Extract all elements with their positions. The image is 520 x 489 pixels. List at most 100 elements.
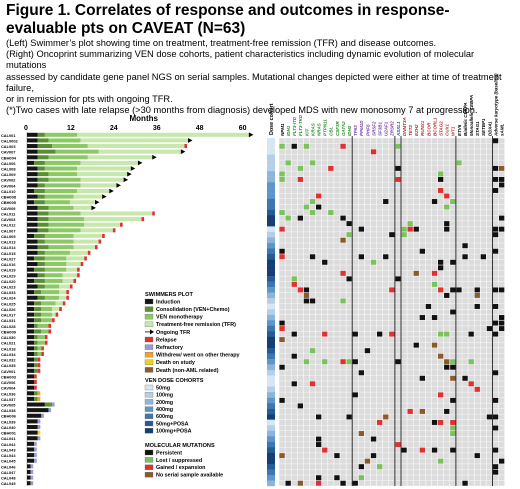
- legend-dose-title: VEN DOSE COHORTS: [145, 378, 204, 384]
- swimmer-outcome-mark: [184, 144, 188, 149]
- gene-header-label: ZRSR2: [390, 121, 395, 137]
- swimmer-bar-segment: [27, 132, 38, 137]
- gene-header-label: KRAS: [310, 123, 315, 136]
- gene-header-label: PPM1D: [359, 120, 364, 136]
- swimmer-bar-segment: [44, 160, 81, 165]
- dose-cohort-cell: [267, 425, 275, 431]
- swimmer-bar-segment: [27, 424, 38, 430]
- patient-id-label: CAL015: [1, 251, 16, 256]
- mutation-cell: [340, 298, 346, 304]
- mutation-cell: [377, 420, 383, 425]
- caption-line: (Right) Oncoprint summarizing VEN dose c…: [6, 49, 475, 71]
- patient-id-label: CAV003: [1, 217, 16, 222]
- mutation-cell: [346, 221, 352, 227]
- dose-cohort-cell: [267, 408, 275, 415]
- swimmer-outcome-mark: [30, 475, 34, 480]
- legend-label: Death (non-AML related): [156, 368, 219, 374]
- swimmer-bar-segment: [44, 273, 63, 278]
- mutation-cell: [444, 292, 450, 298]
- mutation-cell: [438, 287, 444, 293]
- mutation-cell: [450, 375, 456, 381]
- legend-label: Ongoing TFR: [156, 330, 190, 336]
- patient-id-label: CAV002: [1, 178, 16, 183]
- swimmer-bar-segment: [34, 312, 42, 317]
- swimmer-bar-segment: [27, 396, 35, 401]
- swimmer-outcome-mark: [34, 374, 37, 379]
- mutation-cell: [462, 243, 468, 249]
- patient-id-label: CAL018: [1, 346, 16, 351]
- swimmer-bar-segment: [37, 217, 49, 222]
- swimmer-bar-segment: [27, 374, 35, 379]
- mutation-cell: [450, 199, 456, 204]
- dose-cohort-cell: [267, 331, 275, 338]
- swimmer-bar-segment: [27, 340, 35, 345]
- dose-cohort-cell: [267, 209, 275, 216]
- mutation-cell: [291, 331, 297, 337]
- mutation-cell: [499, 458, 505, 464]
- dose-cohort-cell: [267, 237, 275, 244]
- swimmer-bar-segment: [41, 312, 53, 317]
- dose-cohort-cell: [267, 270, 275, 277]
- swimmer-bar-segment: [27, 149, 38, 154]
- mutation-cell: [450, 425, 456, 431]
- mutation-cell: [291, 276, 297, 282]
- mutation-cell: [450, 420, 456, 425]
- swimmer-bar-segment: [37, 323, 49, 328]
- mutation-cell: [279, 320, 285, 326]
- mutation-cell: [303, 298, 310, 304]
- ongoing-tfr-arrow: [180, 149, 186, 155]
- mutation-cell: [492, 447, 499, 453]
- legend-label: 50mg: [156, 385, 170, 391]
- patient-id-label: CAL003: [1, 144, 16, 149]
- swimmer-bar-segment: [44, 278, 63, 283]
- mutation-cell: [492, 469, 499, 475]
- mutation-cell: [322, 447, 328, 453]
- swimmer-bar-segment: [59, 284, 70, 289]
- ongoing-tfr-arrow: [137, 160, 143, 166]
- swimmer-bar-segment: [77, 132, 249, 137]
- dose-cohort-cell: [267, 171, 275, 177]
- swimmer-bar-segment: [84, 222, 121, 227]
- swimmer-bar-segment: [27, 166, 38, 171]
- mutation-cell: [279, 171, 285, 177]
- swimmer-bar-segment: [37, 245, 49, 250]
- mutation-cell: [492, 320, 499, 326]
- mutation-cell: [395, 276, 401, 282]
- mutation-cell: [322, 359, 328, 365]
- swimmer-bar-segment: [27, 346, 35, 351]
- swimmer-outcome-mark: [34, 453, 37, 458]
- patient-id-label: CAL043: [1, 447, 16, 452]
- legend-swatch: [144, 384, 154, 391]
- mutation-cell: [456, 160, 462, 166]
- patient-id-label: CAL045: [1, 459, 16, 464]
- patient-id-label: CAL041: [1, 436, 16, 441]
- mutation-cell: [492, 397, 499, 403]
- swimmer-outcome-mark: [59, 306, 62, 312]
- mutation-cell: [316, 436, 322, 442]
- swimmer-outcome-mark: [152, 211, 155, 216]
- swimmer-outcome-mark: [62, 301, 66, 306]
- swimmer-bar-segment: [44, 250, 70, 255]
- swimmer-outcome-mark: [48, 329, 52, 334]
- swimmer-bar-segment: [37, 284, 45, 289]
- swimmer-outcome-mark: [66, 290, 69, 295]
- oncoprint-background: [279, 138, 505, 486]
- dose-cohort-cell: [267, 353, 275, 360]
- swimmer-bar-segment: [37, 132, 45, 137]
- mutation-cell: [303, 359, 310, 365]
- mutation-cell: [364, 458, 371, 464]
- gene-header-label: RUNX1: [420, 120, 425, 136]
- mutation-cell: [346, 414, 352, 420]
- swimmer-bar-segment: [44, 183, 81, 188]
- legend-swimmers-title: SWIMMERS PLOT: [145, 292, 193, 298]
- swimmer-bar-segment: [34, 323, 38, 328]
- mutation-cell: [316, 480, 322, 486]
- legend-swatch: [144, 314, 154, 320]
- patient-id-label: CAL019: [1, 268, 16, 273]
- mutation-cell: [431, 447, 438, 453]
- legend-label: Lost / suppressed: [156, 458, 202, 464]
- swimmer-outcome-mark: [37, 391, 41, 396]
- figure-header: Figure 1. Correlates of response and out…: [6, 2, 516, 116]
- legend-swatch: [150, 329, 154, 335]
